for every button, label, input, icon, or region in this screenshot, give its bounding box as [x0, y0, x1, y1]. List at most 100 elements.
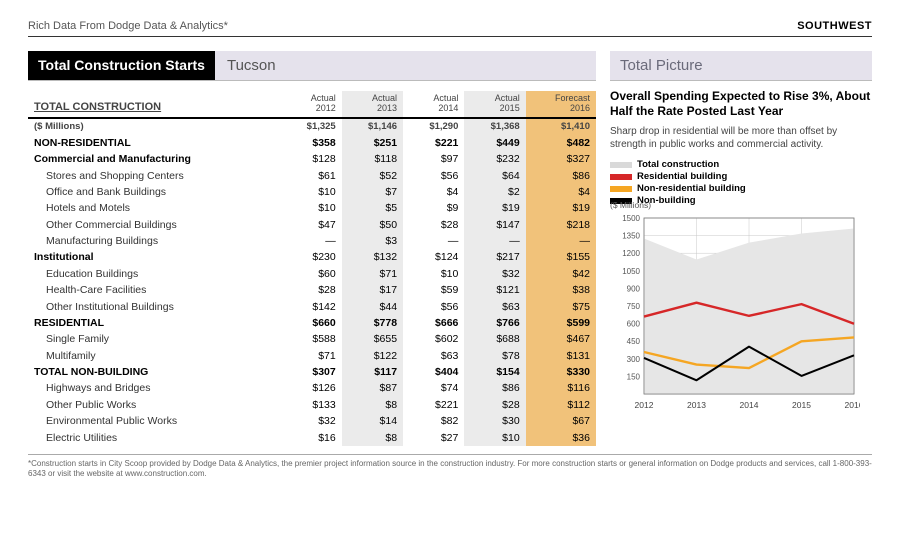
cell-value: $1,368 [464, 118, 525, 134]
row-label: NON-RESIDENTIAL [28, 135, 280, 151]
row-label: Office and Bank Buildings [28, 184, 280, 200]
cell-value: $19 [464, 200, 525, 216]
title-city: Tucson [215, 51, 596, 80]
table-row: Commercial and Manufacturing$128$118$97$… [28, 151, 596, 167]
row-label: ($ Millions) [28, 118, 280, 134]
svg-text:300: 300 [627, 355, 641, 364]
cell-value: $142 [280, 298, 341, 314]
cell-value: $154 [464, 364, 525, 380]
legend-item: Total construction [610, 159, 872, 170]
row-label: Environmental Public Works [28, 413, 280, 429]
row-label: RESIDENTIAL [28, 315, 280, 331]
cell-value: $10 [280, 184, 341, 200]
row-label: Stores and Shopping Centers [28, 167, 280, 183]
cell-value: $132 [342, 249, 403, 265]
cell-value: $2 [464, 184, 525, 200]
cell-value: $655 [342, 331, 403, 347]
cell-value: $28 [464, 397, 525, 413]
cell-value: $74 [403, 380, 464, 396]
cell-value: $1,290 [403, 118, 464, 134]
cell-value: $38 [526, 282, 596, 298]
svg-text:1500: 1500 [622, 214, 640, 223]
source-text: Rich Data From Dodge Data & Analytics* [28, 20, 228, 32]
legend-item: Non-residential building [610, 183, 872, 194]
table-row: Manufacturing Buildings—$3——— [28, 233, 596, 249]
table-row: Other Public Works$133$8$221$28$112 [28, 397, 596, 413]
table-row: Stores and Shopping Centers$61$52$56$64$… [28, 167, 596, 183]
table-row: ($ Millions)$1,325$1,146$1,290$1,368$1,4… [28, 118, 596, 134]
svg-text:450: 450 [627, 337, 641, 346]
cell-value: $87 [342, 380, 403, 396]
cell-value: $8 [342, 429, 403, 445]
col-header: Actual2012 [280, 91, 341, 118]
row-label: Hotels and Motels [28, 200, 280, 216]
cell-value: — [464, 233, 525, 249]
cell-value: $32 [280, 413, 341, 429]
cell-value: $9 [403, 200, 464, 216]
svg-text:600: 600 [627, 320, 641, 329]
svg-text:1050: 1050 [622, 267, 640, 276]
row-label: Institutional [28, 249, 280, 265]
legend-label: Residential building [637, 171, 727, 182]
region-text: SOUTHWEST [797, 20, 872, 32]
sidebar-panel: Total Picture Overall Spending Expected … [610, 51, 872, 446]
svg-text:2012: 2012 [635, 400, 654, 410]
cell-value: $36 [526, 429, 596, 445]
svg-text:750: 750 [627, 302, 641, 311]
table-row: Environmental Public Works$32$14$82$30$6… [28, 413, 596, 429]
svg-text:2014: 2014 [740, 400, 759, 410]
cell-value: $218 [526, 216, 596, 232]
col-header: Forecast2016 [526, 91, 596, 118]
cell-value: $10 [403, 266, 464, 282]
cell-value: $449 [464, 135, 525, 151]
cell-value: $588 [280, 331, 341, 347]
sidebar-subtext: Sharp drop in residential will be more t… [610, 125, 872, 151]
cell-value: $28 [280, 282, 341, 298]
cell-value: $71 [342, 266, 403, 282]
cell-value: $122 [342, 347, 403, 363]
cell-value: $61 [280, 167, 341, 183]
table-row: Hotels and Motels$10$5$9$19$19 [28, 200, 596, 216]
cell-value: $251 [342, 135, 403, 151]
cell-value: $14 [342, 413, 403, 429]
cell-value: $117 [342, 364, 403, 380]
cell-value: $19 [526, 200, 596, 216]
legend-label: Total construction [637, 159, 719, 170]
cell-value: $42 [526, 266, 596, 282]
cell-value: $482 [526, 135, 596, 151]
row-label: TOTAL NON-BUILDING [28, 364, 280, 380]
cell-value: $27 [403, 429, 464, 445]
cell-value: $56 [403, 298, 464, 314]
cell-value: $71 [280, 347, 341, 363]
svg-text:1200: 1200 [622, 249, 640, 258]
row-label: Other Public Works [28, 397, 280, 413]
svg-text:2013: 2013 [687, 400, 706, 410]
cell-value: $666 [403, 315, 464, 331]
svg-text:2016: 2016 [845, 400, 860, 410]
col-header: Actual2014 [403, 91, 464, 118]
table-row: Institutional$230$132$124$217$155 [28, 249, 596, 265]
row-label: Health-Care Facilities [28, 282, 280, 298]
cell-value: $116 [526, 380, 596, 396]
row-label: Electric Utilities [28, 429, 280, 445]
cell-value: $17 [342, 282, 403, 298]
cell-value: $133 [280, 397, 341, 413]
legend-swatch [610, 174, 632, 180]
cell-value: $50 [342, 216, 403, 232]
cell-value: $30 [464, 413, 525, 429]
cell-value: — [280, 233, 341, 249]
cell-value: — [526, 233, 596, 249]
cell-value: $327 [526, 151, 596, 167]
table-row: Health-Care Facilities$28$17$59$121$38 [28, 282, 596, 298]
line-chart: 1503004506007509001050120013501500201220… [610, 212, 860, 412]
cell-value: $59 [403, 282, 464, 298]
cell-value: $1,325 [280, 118, 341, 134]
cell-value: $147 [464, 216, 525, 232]
table-row: Multifamily$71$122$63$78$131 [28, 347, 596, 363]
table-row: Electric Utilities$16$8$27$10$36 [28, 429, 596, 445]
svg-text:2015: 2015 [792, 400, 811, 410]
cell-value: $67 [526, 413, 596, 429]
cell-value: $10 [280, 200, 341, 216]
cell-value: $124 [403, 249, 464, 265]
col-header: Actual2013 [342, 91, 403, 118]
